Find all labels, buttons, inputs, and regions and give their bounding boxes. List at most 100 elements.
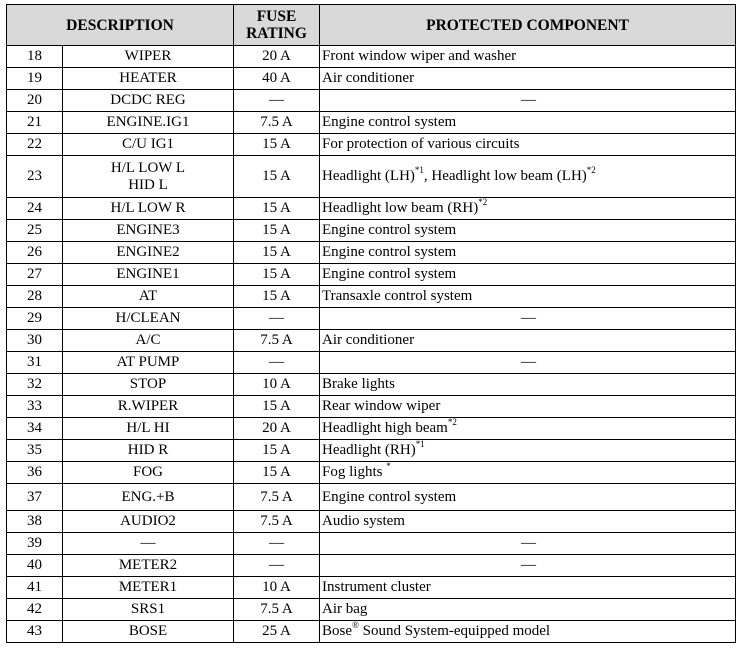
table-row: 26 ENGINE2 15 A Engine control system [6, 241, 737, 264]
footnote-marker: *2 [586, 165, 596, 175]
fuse-rating: — [233, 89, 321, 112]
protected-component: Headlight low beam (RH)*2 [319, 197, 737, 220]
description-line: HID L [128, 176, 168, 193]
fuse-number: 30 [6, 329, 63, 352]
footnote-marker: *2 [447, 417, 457, 427]
table-row: 28 AT 15 A Transaxle control system [6, 285, 737, 308]
fuse-number: 39 [6, 532, 63, 555]
component-text: Audio system [322, 513, 405, 529]
fuse-description: R.WIPER [61, 395, 235, 418]
fuse-number: 31 [6, 351, 63, 374]
footnote-marker: *1 [415, 439, 425, 449]
protected-component: For protection of various circuits [319, 133, 737, 156]
footnote-marker: ® [352, 620, 359, 630]
component-text: Air conditioner [322, 70, 415, 86]
description-line: AT PUMP [116, 354, 180, 370]
fuse-rating: 15 A [233, 461, 321, 484]
description-line: A/C [135, 332, 161, 348]
component-text: Brake lights [322, 376, 395, 392]
description-line: H/CLEAN [115, 310, 181, 326]
table-row: 38 AUDIO2 7.5 A Audio system [6, 510, 737, 533]
header-rating-line2: RATING [246, 25, 307, 42]
fuse-description: AT PUMP [61, 351, 235, 374]
table-row: 32 STOP 10 A Brake lights [6, 373, 737, 396]
fuse-description: WIPER [61, 45, 235, 68]
fuse-number: 37 [6, 483, 63, 511]
fuse-description: AUDIO2 [61, 510, 235, 533]
fuse-description: METER1 [61, 576, 235, 599]
table-row: 41 METER1 10 A Instrument cluster [6, 576, 737, 599]
protected-component: — [319, 532, 737, 555]
component-text: Front window wiper and washer [322, 48, 517, 64]
fuse-description: BOSE [61, 620, 235, 643]
description-line: ENGINE3 [116, 222, 180, 238]
table-row: 36 FOG 15 A Fog lights * [6, 461, 737, 484]
protected-component: Headlight (RH)*1 [319, 439, 737, 462]
fuse-rating: 15 A [233, 395, 321, 418]
fuse-description: ENG.+B [61, 483, 235, 511]
header-row: DESCRIPTION FUSE RATING PROTECTED COMPONE… [5, 4, 737, 46]
header-rating-line1: FUSE [256, 8, 297, 25]
protected-component: Engine control system [319, 111, 737, 134]
protected-component: Rear window wiper [319, 395, 737, 418]
fuse-description: ENGINE3 [61, 219, 235, 242]
table-row: 22 C/U IG1 15 A For protection of various c… [6, 133, 737, 156]
table-row: 23 H/L LOW L HID L 15 A Headlight (LH)*1, He… [6, 155, 737, 198]
fuse-number: 40 [6, 554, 63, 577]
fuse-number: 29 [6, 307, 63, 330]
protected-component: Air conditioner [319, 329, 737, 352]
component-text: Engine control system [322, 222, 457, 238]
table-row: 31 AT PUMP — — [6, 351, 737, 374]
fuse-number: 34 [6, 417, 63, 440]
fuse-rating: 15 A [233, 155, 321, 198]
fuse-number: 33 [6, 395, 63, 418]
component-text: Engine control system [322, 114, 457, 130]
fuse-rating: 10 A [233, 576, 321, 599]
fuse-rating: 15 A [233, 241, 321, 264]
description-line: — [140, 535, 156, 551]
protected-component: — [319, 351, 737, 374]
fuse-number: 18 [6, 45, 63, 68]
fuse-number: 25 [6, 219, 63, 242]
fuse-number: 27 [6, 263, 63, 286]
fuse-number: 19 [6, 67, 63, 90]
fuse-rating: 15 A [233, 197, 321, 220]
protected-component: — [319, 307, 737, 330]
fuse-description: DCDC REG [61, 89, 235, 112]
fuse-rating: 25 A [233, 620, 321, 643]
fuse-description: A/C [61, 329, 235, 352]
footnote-marker: *1 [414, 165, 424, 175]
table-row: 30 A/C 7.5 A Air conditioner [6, 329, 737, 352]
fuse-rating: 15 A [233, 263, 321, 286]
fuse-rating: 20 A [233, 45, 321, 68]
fuse-number: 26 [6, 241, 63, 264]
fuse-rating: — [233, 351, 321, 374]
component-text: — [521, 310, 537, 326]
fuse-description: FOG [61, 461, 235, 484]
fuse-number: 41 [6, 576, 63, 599]
component-text: For protection of various circuits [322, 136, 520, 152]
fuse-rating: — [233, 532, 321, 555]
protected-component: Headlight high beam*2 [319, 417, 737, 440]
fuse-number: 43 [6, 620, 63, 643]
fuse-rating: — [233, 554, 321, 577]
fuse-description: ENGINE1 [61, 263, 235, 286]
fuse-rating: 15 A [233, 285, 321, 308]
fuse-number: 36 [6, 461, 63, 484]
component-text: — [521, 92, 537, 108]
fuse-description: SRS1 [61, 598, 235, 621]
component-text: Transaxle control system [322, 288, 473, 304]
description-line: FOG [133, 464, 164, 480]
table-row: 18 WIPER 20 A Front window wiper and washer [6, 45, 737, 68]
fuse-description: HEATER [61, 67, 235, 90]
protected-component: Engine control system [319, 263, 737, 286]
description-line: ENGINE1 [116, 266, 180, 282]
fuse-description: H/CLEAN [61, 307, 235, 330]
protected-component: Air conditioner [319, 67, 737, 90]
footnote-marker: *2 [478, 197, 488, 207]
component-text: Headlight low beam (RH) [322, 200, 479, 216]
description-line: H/L LOW R [110, 200, 186, 216]
fuse-description: ENGINE2 [61, 241, 235, 264]
description-line: WIPER [124, 48, 172, 64]
fuse-number: 42 [6, 598, 63, 621]
